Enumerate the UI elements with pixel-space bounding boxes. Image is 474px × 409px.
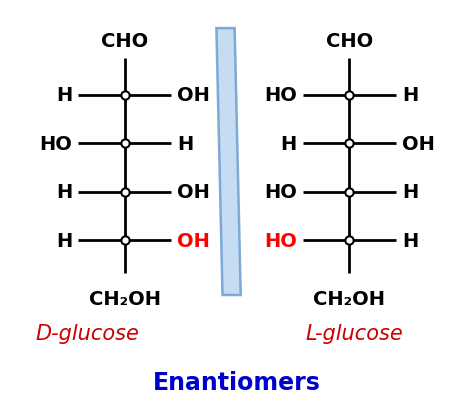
Text: HO: HO [264,231,297,250]
Text: H: H [402,231,418,250]
Text: CH₂OH: CH₂OH [313,289,385,308]
Text: OH: OH [177,183,210,202]
Text: H: H [56,183,72,202]
Text: CHO: CHO [326,32,373,51]
Polygon shape [217,29,241,295]
Text: Enantiomers: Enantiomers [153,370,321,394]
Text: HO: HO [39,135,72,153]
Text: HO: HO [264,183,297,202]
Text: H: H [177,135,193,153]
Text: OH: OH [177,86,210,105]
Text: H: H [281,135,297,153]
Text: OH: OH [402,135,435,153]
Text: H: H [56,86,72,105]
Text: L-glucose: L-glucose [305,324,403,344]
Text: CHO: CHO [101,32,148,51]
Text: OH: OH [177,231,210,250]
Text: CH₂OH: CH₂OH [89,289,161,308]
Text: D-glucose: D-glucose [35,324,139,344]
Text: H: H [56,231,72,250]
Text: H: H [402,86,418,105]
Text: H: H [402,183,418,202]
Text: HO: HO [264,86,297,105]
